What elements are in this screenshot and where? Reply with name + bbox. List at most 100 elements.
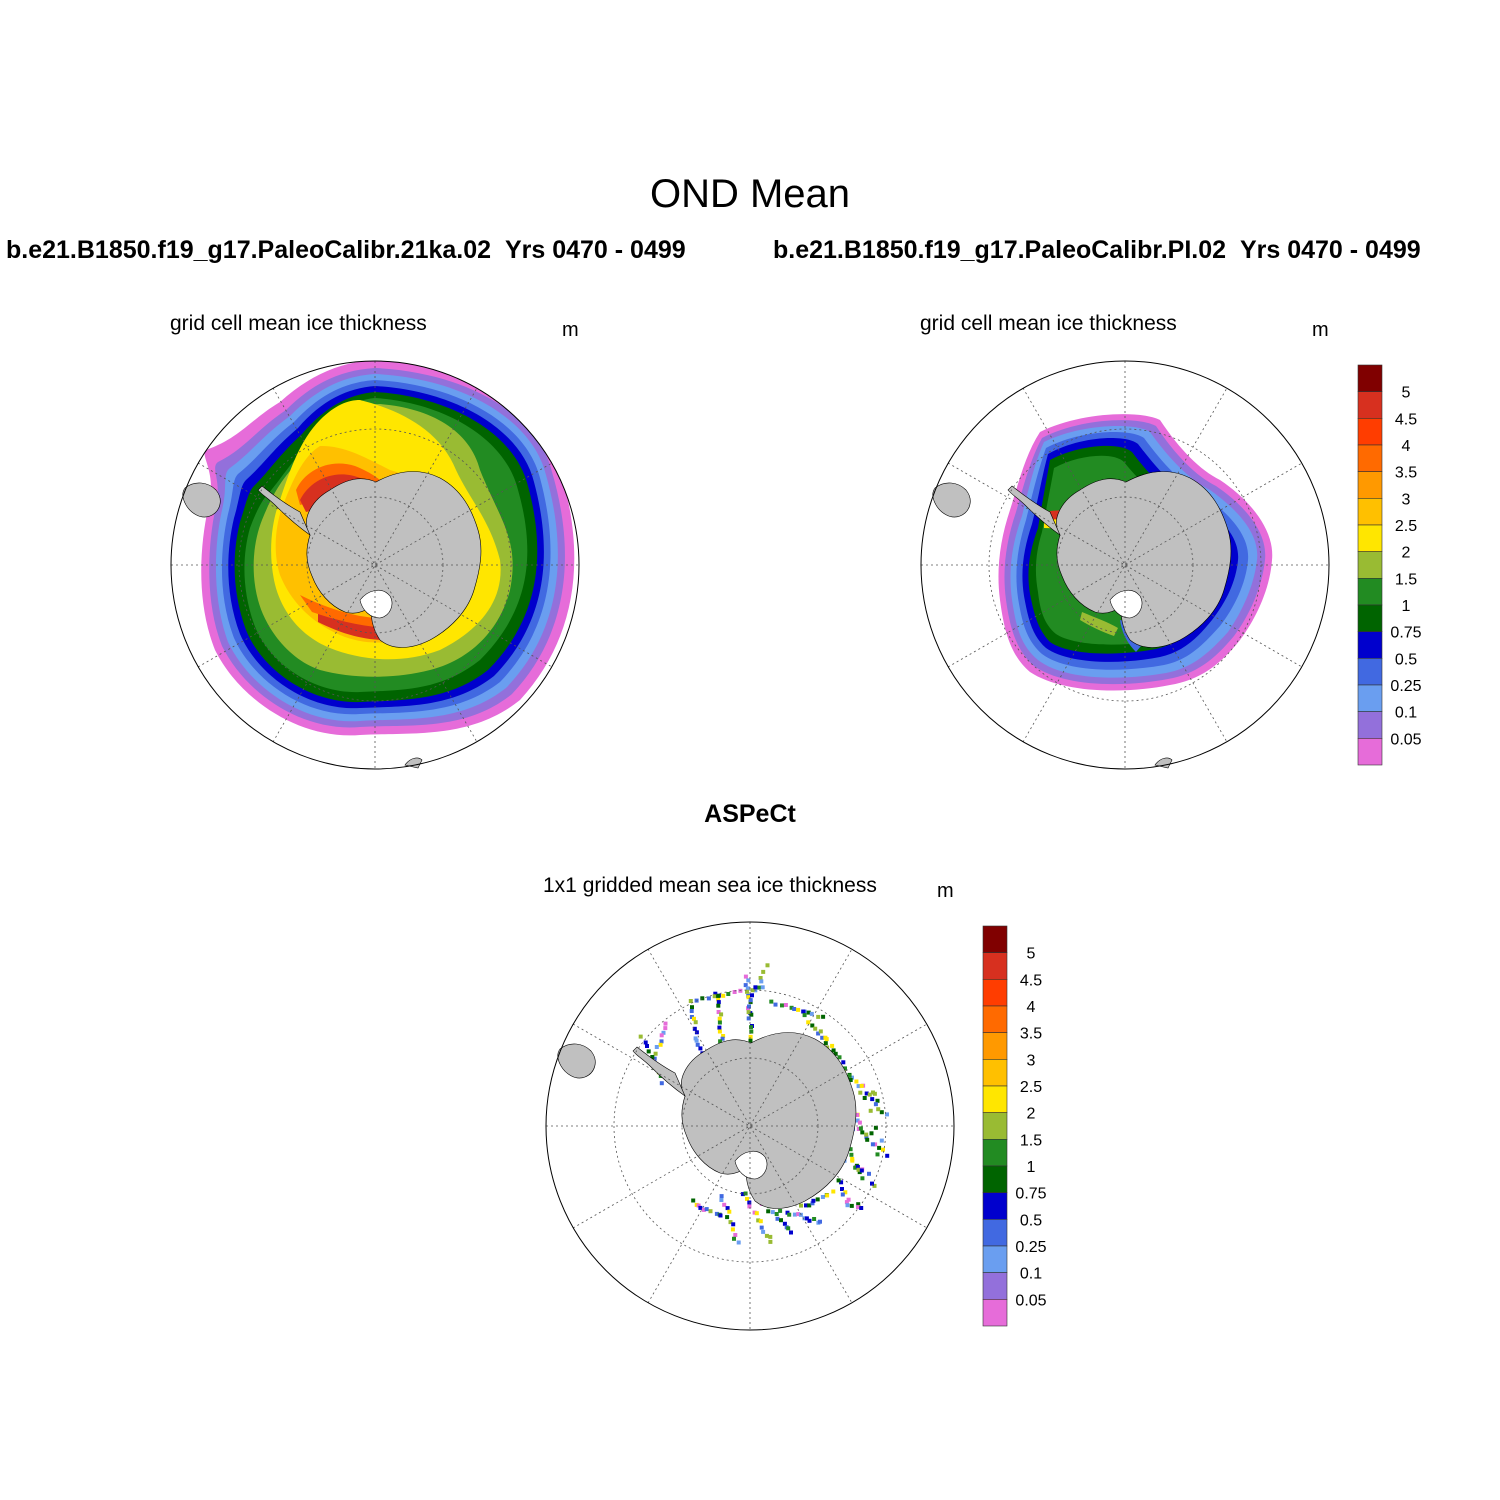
observation-cell <box>700 996 705 1001</box>
observation-cell <box>658 1042 663 1047</box>
colorbar-tick-label: 4.5 <box>1395 411 1417 428</box>
observation-cell <box>885 1153 890 1158</box>
panel2-antarctic-peninsula <box>1007 485 1061 536</box>
panel1-antarctic-peninsula <box>257 485 311 536</box>
colorbar-swatch <box>1357 658 1383 686</box>
observation-cell <box>747 1204 752 1209</box>
colorbar-swatch <box>1357 604 1383 632</box>
observation-cell <box>764 1233 769 1238</box>
observation-cell <box>782 1221 787 1226</box>
observation-cell <box>745 1196 749 1201</box>
observation-cell <box>745 986 750 991</box>
observation-cell <box>661 1030 666 1035</box>
observation-cell <box>879 1138 884 1143</box>
panel2-new-zealand-tip <box>1154 757 1173 769</box>
observation-cell <box>698 1205 703 1210</box>
colorbar-swatch <box>1357 444 1383 472</box>
observation-cell <box>840 1192 845 1197</box>
observation-cell <box>779 1218 783 1223</box>
colorbar-tick-label: 0.25 <box>1015 1239 1046 1256</box>
colorbar-swatch <box>1357 551 1383 579</box>
observation-cell <box>850 1157 855 1161</box>
observation-cell <box>879 1110 884 1115</box>
observation-cell <box>831 1189 836 1194</box>
panel3-units-label: m <box>937 880 954 902</box>
observation-cell <box>812 1217 817 1221</box>
observation-cell <box>836 1178 841 1183</box>
observation-cell <box>876 1107 881 1112</box>
colorbar-swatch <box>982 979 1008 1007</box>
observation-cell <box>769 999 774 1004</box>
observation-cell <box>761 1229 766 1234</box>
observation-cell <box>747 1004 751 1009</box>
observation-cell <box>801 1009 806 1014</box>
observation-cell <box>846 1197 851 1202</box>
observation-cell <box>872 1183 877 1188</box>
panel1-ross-sea-gap <box>359 589 393 619</box>
observation-cell <box>761 969 766 974</box>
observation-cell <box>860 1176 865 1181</box>
observation-cell <box>743 983 748 988</box>
observation-cell <box>823 1041 828 1046</box>
observation-cell <box>746 978 751 983</box>
observation-cell <box>858 1090 863 1095</box>
panel1-south-america-tip <box>182 482 221 518</box>
observation-cell <box>780 1003 784 1008</box>
observation-cell <box>749 1029 754 1034</box>
observation-cell <box>748 1034 753 1039</box>
panel2-years: Yrs 0470 - 0499 <box>1239 236 1421 264</box>
observation-cell <box>885 1112 889 1117</box>
colorbar-swatch <box>1357 391 1383 419</box>
colorbar-swatch <box>1357 364 1383 392</box>
colorbar-swatch <box>982 1245 1008 1273</box>
observation-cell <box>799 1203 803 1208</box>
panel3-antarctica-landmass <box>681 1032 857 1209</box>
observation-cell <box>786 1226 791 1231</box>
observation-cell <box>690 1005 694 1010</box>
colorbar-tick-label: 3.5 <box>1020 1026 1042 1043</box>
observation-cell <box>718 1213 723 1218</box>
observation-cell <box>873 1125 878 1130</box>
observation-cell <box>856 1084 861 1089</box>
observation-cell <box>716 1010 721 1014</box>
observation-cell <box>714 1211 719 1216</box>
observation-cell <box>738 988 743 993</box>
panel1-case-name: b.e21.B1850.f19_g17.PaleoCalibr.21ka.02 <box>6 236 492 264</box>
colorbar-swatch <box>1357 524 1383 552</box>
observation-cell <box>704 1207 709 1212</box>
observation-cell <box>833 1051 838 1056</box>
observation-cell <box>759 1225 764 1230</box>
colorbar-swatch <box>982 1032 1008 1060</box>
observation-cell <box>768 1234 773 1239</box>
observation-cell <box>760 985 765 990</box>
observation-cell <box>809 1011 814 1016</box>
colorbar-tick-label: 0.5 <box>1020 1212 1042 1229</box>
observation-cell <box>749 1025 753 1030</box>
colorbar-tick-label: 0.1 <box>1395 705 1417 722</box>
panel3-variable-label: 1x1 gridded mean sea ice thickness <box>543 874 877 897</box>
observation-cell <box>806 1020 811 1025</box>
colorbar-swatch <box>982 1299 1008 1327</box>
observation-cell <box>659 1039 664 1044</box>
observation-cell <box>694 1030 699 1035</box>
observation-cell <box>875 1152 880 1157</box>
figure-title: OND Mean <box>649 172 851 216</box>
observation-cell <box>758 976 763 980</box>
observation-cell <box>865 1137 870 1142</box>
observation-cell <box>708 1209 713 1214</box>
panel1-ice-band-4b <box>300 595 388 628</box>
observation-cell <box>747 1200 752 1205</box>
colorbar-swatch <box>1357 418 1383 446</box>
observation-cell <box>868 1108 873 1113</box>
observation-cell <box>654 1045 659 1049</box>
panel2-case-title: b.e21.B1850.f19_g17.PaleoCalibr.PI.02 Yr… <box>773 236 1421 265</box>
observation-cell <box>701 1207 706 1212</box>
colorbar-swatch <box>982 1112 1008 1140</box>
observation-cell <box>725 1206 730 1211</box>
observation-cell <box>850 1075 854 1080</box>
observation-cell <box>706 996 711 1001</box>
observation-cell <box>746 1010 751 1015</box>
colorbar-swatch <box>982 1165 1008 1193</box>
observation-cell <box>765 963 770 968</box>
observation-cell <box>768 1239 773 1244</box>
